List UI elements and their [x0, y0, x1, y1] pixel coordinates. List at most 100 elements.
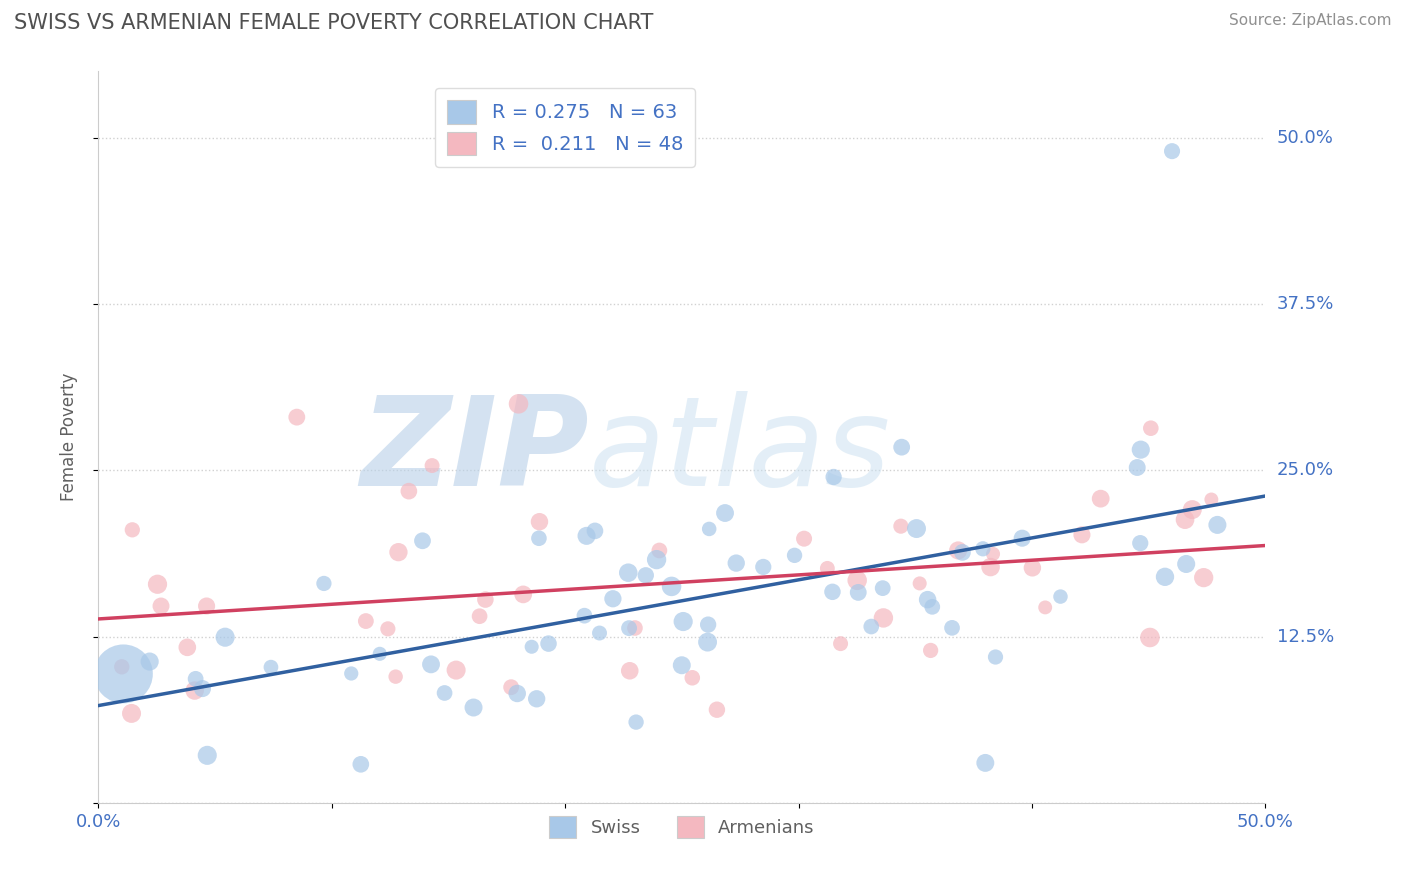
- Point: [974, 756, 997, 770]
- Point: [696, 635, 718, 649]
- Y-axis label: Female Poverty: Female Poverty: [59, 373, 77, 501]
- Text: ZIP: ZIP: [360, 392, 589, 512]
- Point: [574, 608, 596, 623]
- Point: [1174, 513, 1197, 527]
- Point: [624, 621, 647, 635]
- Point: [1071, 528, 1094, 542]
- Point: [681, 671, 703, 685]
- Text: SWISS VS ARMENIAN FEMALE POVERTY CORRELATION CHART: SWISS VS ARMENIAN FEMALE POVERTY CORRELA…: [14, 13, 654, 33]
- Point: [512, 587, 534, 601]
- Point: [537, 637, 560, 651]
- Point: [150, 599, 173, 613]
- Point: [398, 484, 420, 499]
- Point: [411, 533, 433, 548]
- Point: [624, 715, 647, 730]
- Point: [1126, 460, 1149, 475]
- Point: [783, 549, 806, 563]
- Point: [1161, 144, 1184, 158]
- Point: [340, 666, 363, 681]
- Point: [121, 706, 143, 721]
- Point: [138, 655, 160, 669]
- Point: [905, 522, 928, 536]
- Point: [1129, 442, 1152, 457]
- Point: [463, 700, 485, 714]
- Text: atlas: atlas: [589, 392, 890, 512]
- Point: [1139, 631, 1161, 645]
- Point: [508, 397, 530, 411]
- Point: [917, 592, 939, 607]
- Point: [1201, 492, 1223, 507]
- Point: [420, 458, 443, 473]
- Point: [617, 621, 640, 635]
- Point: [1140, 421, 1163, 435]
- Point: [946, 543, 969, 558]
- Point: [952, 545, 974, 559]
- Point: [634, 568, 657, 582]
- Point: [312, 576, 335, 591]
- Point: [146, 577, 169, 591]
- Point: [890, 440, 912, 454]
- Point: [111, 660, 134, 674]
- Point: [195, 748, 218, 763]
- Point: [468, 609, 491, 624]
- Text: 50.0%: 50.0%: [1277, 128, 1333, 147]
- Point: [1033, 600, 1056, 615]
- Point: [661, 579, 683, 593]
- Point: [121, 523, 143, 537]
- Point: [1090, 491, 1112, 506]
- Point: [214, 630, 236, 644]
- Point: [830, 637, 852, 651]
- Point: [752, 560, 775, 574]
- Point: [260, 660, 283, 674]
- Point: [176, 640, 198, 655]
- Point: [575, 529, 598, 543]
- Point: [645, 552, 668, 566]
- Text: 12.5%: 12.5%: [1277, 628, 1334, 646]
- Point: [501, 680, 523, 694]
- Point: [920, 643, 942, 657]
- Text: 37.5%: 37.5%: [1277, 295, 1334, 313]
- Point: [972, 541, 994, 556]
- Point: [815, 561, 838, 575]
- Point: [350, 757, 373, 772]
- Point: [846, 574, 869, 588]
- Point: [527, 531, 550, 545]
- Point: [1206, 517, 1229, 532]
- Point: [860, 619, 883, 633]
- Point: [921, 599, 943, 614]
- Point: [526, 691, 548, 706]
- Point: [872, 611, 894, 625]
- Point: [823, 470, 845, 484]
- Point: [384, 670, 406, 684]
- Point: [506, 686, 529, 700]
- Point: [980, 560, 1002, 574]
- Point: [387, 545, 409, 559]
- Point: [602, 591, 624, 606]
- Point: [793, 532, 815, 546]
- Point: [725, 556, 748, 570]
- Point: [671, 658, 693, 673]
- Text: Source: ZipAtlas.com: Source: ZipAtlas.com: [1229, 13, 1392, 29]
- Point: [1021, 561, 1043, 575]
- Legend: Swiss, Armenians: Swiss, Armenians: [541, 808, 823, 845]
- Text: 25.0%: 25.0%: [1277, 461, 1334, 479]
- Point: [872, 581, 894, 595]
- Point: [354, 614, 377, 628]
- Point: [619, 664, 641, 678]
- Point: [112, 667, 135, 681]
- Point: [706, 703, 728, 717]
- Point: [714, 506, 737, 520]
- Point: [588, 626, 610, 640]
- Point: [285, 410, 308, 425]
- Point: [984, 650, 1007, 665]
- Point: [520, 640, 543, 654]
- Point: [1154, 570, 1177, 584]
- Point: [1129, 536, 1152, 550]
- Point: [908, 576, 931, 591]
- Point: [1049, 590, 1071, 604]
- Point: [1192, 571, 1215, 585]
- Point: [821, 584, 844, 599]
- Point: [583, 524, 606, 538]
- Point: [1175, 557, 1198, 571]
- Point: [941, 621, 963, 635]
